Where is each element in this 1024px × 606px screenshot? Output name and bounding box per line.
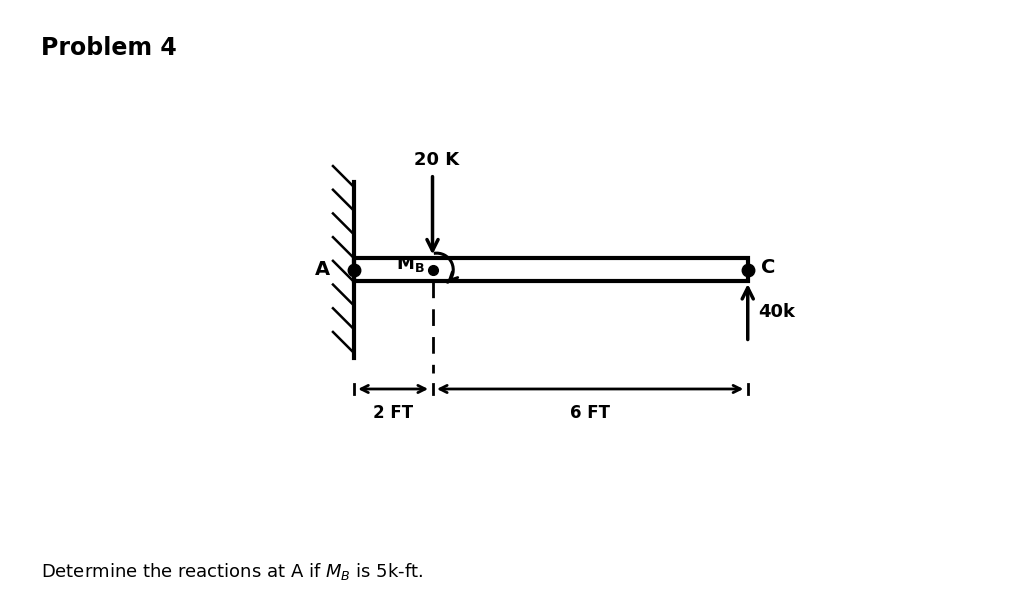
- Text: Determine the reactions at A if $M_B$ is 5k-ft.: Determine the reactions at A if $M_B$ is…: [41, 561, 423, 582]
- Text: 40k: 40k: [758, 303, 795, 321]
- Text: A: A: [315, 260, 331, 279]
- Text: $\mathbf{M_B}$: $\mathbf{M_B}$: [396, 253, 425, 273]
- Polygon shape: [353, 258, 748, 281]
- Text: 20 K: 20 K: [414, 151, 459, 168]
- Text: Problem 4: Problem 4: [41, 36, 177, 61]
- Text: 2 FT: 2 FT: [373, 404, 413, 422]
- Text: 6 FT: 6 FT: [570, 404, 610, 422]
- Text: C: C: [761, 258, 775, 277]
